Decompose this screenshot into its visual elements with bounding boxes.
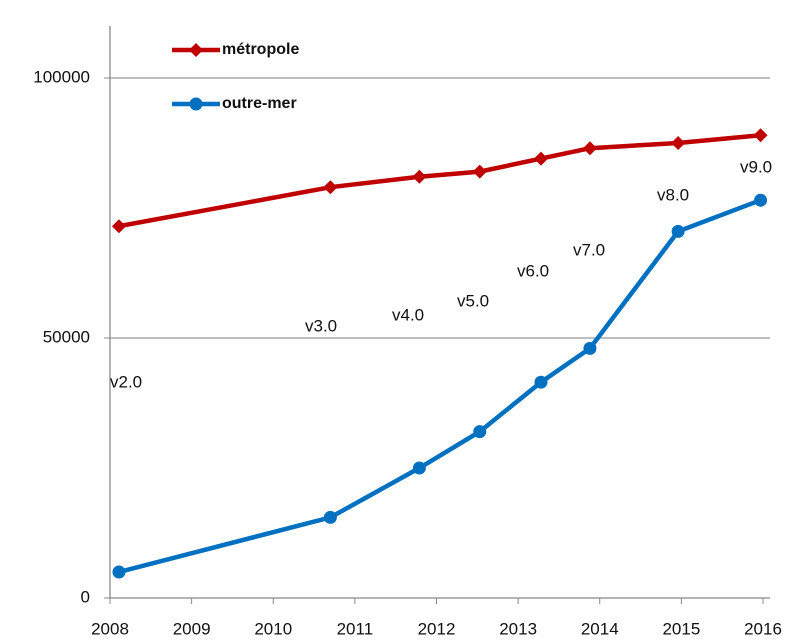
data-point [534, 375, 548, 389]
data-point [323, 510, 337, 524]
annotation: v7.0 [573, 240, 605, 259]
annotation: v8.0 [657, 185, 689, 204]
data-point [753, 128, 768, 143]
annotation: v9.0 [740, 157, 772, 176]
data-point [583, 341, 597, 355]
legend-marker [189, 97, 203, 111]
data-point [754, 193, 768, 207]
x-tick-label: 2012 [418, 619, 456, 638]
annotation: v6.0 [517, 261, 549, 280]
x-tick-label: 2015 [662, 619, 700, 638]
annotation: v5.0 [457, 291, 489, 310]
data-point [111, 219, 126, 234]
data-point [582, 141, 597, 156]
series-line [118, 198, 762, 575]
y-tick-label: 100000 [33, 67, 90, 86]
data-point [112, 565, 126, 579]
data-point [412, 461, 426, 475]
x-tick-label: 2014 [581, 619, 619, 638]
data-point [671, 136, 686, 150]
data-point [323, 180, 338, 195]
data-point [671, 224, 685, 238]
x-tick-label: 2008 [91, 619, 129, 638]
x-tick-label: 2010 [254, 619, 292, 638]
data-point [473, 425, 487, 439]
y-tick-label: 50000 [43, 327, 90, 346]
legend-label: métropole [222, 41, 299, 58]
data-point [533, 151, 548, 166]
data-point [412, 169, 427, 184]
data-point [472, 164, 487, 179]
annotation: v3.0 [305, 316, 337, 335]
annotation: v2.0 [110, 372, 142, 391]
legend-label: outre-mer [222, 95, 297, 112]
x-tick-label: 2016 [744, 619, 782, 638]
x-tick-label: 2011 [337, 619, 374, 638]
annotation: v4.0 [392, 305, 424, 324]
x-tick-label: 2009 [173, 619, 211, 638]
x-tick-label: 2013 [499, 619, 537, 638]
y-tick-label: 0 [81, 587, 90, 606]
series-line [118, 132, 761, 229]
legend-marker [189, 43, 203, 57]
